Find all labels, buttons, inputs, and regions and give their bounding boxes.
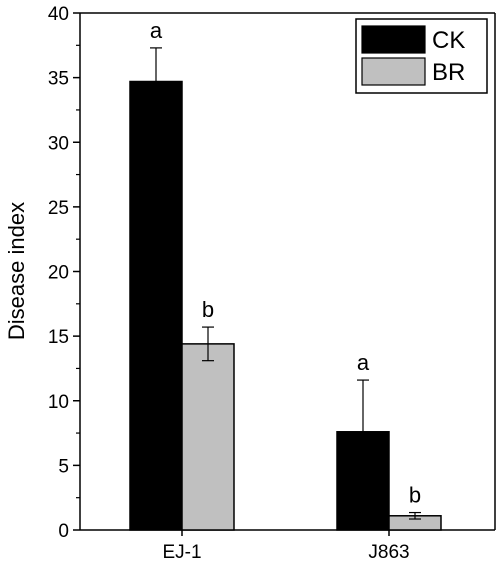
y-tick-label: 15 (48, 327, 69, 348)
y-tick-label: 0 (58, 521, 69, 542)
y-tick-label: 5 (58, 456, 69, 477)
y-axis-ticks: 0 5 10 15 20 25 30 35 40 (48, 4, 80, 542)
significance-letter: b (409, 483, 421, 508)
significance-letters: a b a b (150, 18, 421, 508)
legend: CK BR (355, 18, 488, 94)
y-tick-label: 35 (48, 69, 69, 90)
y-tick-label: 30 (48, 133, 69, 154)
bar-br-ej-1 (181, 343, 235, 531)
y-tick-label: 25 (48, 198, 69, 219)
bars (129, 80, 442, 531)
legend-swatch-br (361, 57, 426, 86)
y-tick-label: 10 (48, 392, 69, 413)
error-bars (150, 47, 421, 520)
y-axis-label: Disease index (4, 202, 29, 340)
x-tick-label: EJ-1 (162, 542, 201, 563)
significance-letter: a (357, 350, 370, 375)
x-axis-ticks: EJ-1 J863 (162, 530, 410, 563)
y-tick-label: 40 (48, 4, 69, 25)
significance-letter: b (202, 297, 214, 322)
legend-label-ck: CK (432, 27, 465, 54)
significance-letter: a (150, 18, 163, 43)
legend-swatch-ck (361, 25, 426, 54)
bar-ck-ej-1 (129, 80, 183, 531)
legend-label-br: BR (432, 59, 465, 86)
y-tick-label: 20 (48, 263, 69, 284)
x-tick-label: J863 (368, 542, 409, 563)
